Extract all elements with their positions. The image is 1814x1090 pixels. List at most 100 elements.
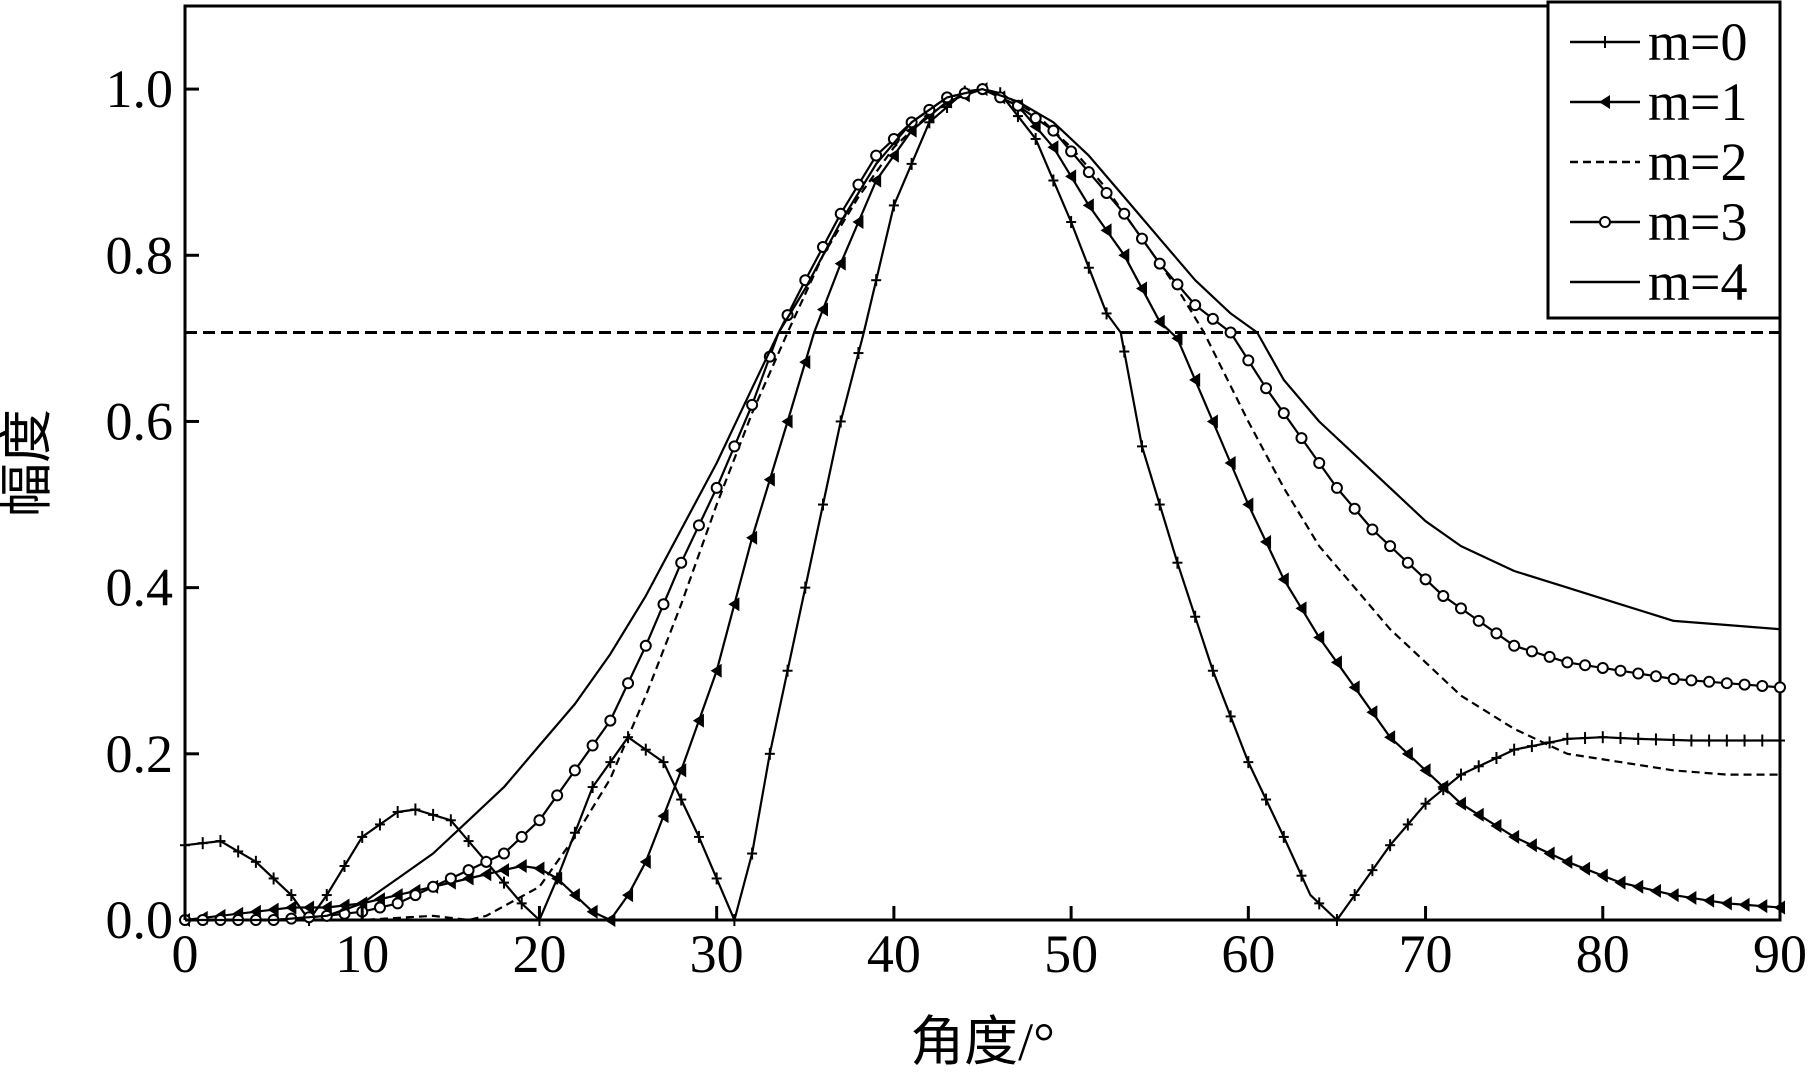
series-m0-marker: [587, 781, 598, 794]
series-m0-marker: [782, 664, 793, 677]
series-m1-marker: [604, 913, 616, 927]
series-m0-marker: [835, 415, 846, 428]
series-m0-marker: [906, 157, 917, 170]
series-m1-marker: [1720, 896, 1732, 911]
series-m3-marker: [657, 598, 670, 611]
series-m3-marker: [728, 440, 741, 453]
x-axis-label: 角度/°: [910, 1012, 1055, 1072]
series-m3-marker: [1649, 670, 1662, 683]
x-tick-label: 40: [867, 924, 921, 984]
series-m0-marker: [286, 889, 297, 902]
x-tick-label: 20: [512, 924, 566, 984]
series-m1-marker: [1756, 899, 1768, 914]
series-m1-marker: [710, 663, 722, 678]
series-m3-marker: [462, 864, 475, 877]
series-m0-marker: [1243, 756, 1254, 769]
series-m0-marker: [1402, 818, 1413, 831]
series-m3-marker: [1508, 639, 1521, 652]
legend-item: m=4: [1570, 252, 1747, 312]
series-m1-marker: [781, 414, 793, 429]
series-m0-marker: [1739, 734, 1750, 747]
series-m3-marker: [1472, 614, 1485, 627]
series-m1-marker: [533, 861, 545, 876]
series-m0-marker: [1580, 732, 1591, 745]
series-m1-marker: [1419, 763, 1431, 778]
series-m1-marker: [586, 904, 598, 919]
series-m0-marker: [1385, 839, 1396, 852]
series-m3-marker: [1774, 681, 1786, 694]
legend-label: m=0: [1648, 12, 1747, 72]
series-m0-marker: [1012, 110, 1023, 123]
series-m1-marker: [1136, 281, 1147, 296]
series-m1-marker: [1348, 680, 1360, 695]
series-m1-marker: [1437, 780, 1449, 795]
series-m1-marker: [1330, 655, 1342, 670]
x-tick-label: 60: [1221, 924, 1275, 984]
series-m1-marker: [675, 763, 687, 778]
series-m0-marker: [1473, 760, 1484, 773]
series-m0-marker: [197, 837, 208, 850]
y-tick-label: 1.0: [106, 59, 174, 119]
series-m0-marker: [516, 897, 527, 910]
series-m0-marker: [1597, 731, 1608, 744]
series-m0-marker: [729, 914, 740, 926]
legend: m=0m=1m=2m=3m=4: [1546, 0, 1782, 320]
y-axis-label: 幅度: [0, 409, 57, 517]
series-m0-marker: [888, 199, 899, 212]
series-m3-marker: [515, 830, 528, 843]
series-m0-marker: [1225, 710, 1236, 723]
series-m1-marker: [1313, 630, 1325, 645]
legend-item: m=2: [1570, 132, 1747, 192]
series-m0-marker: [818, 498, 828, 511]
series-m3-marker: [1366, 523, 1379, 536]
legend-item: m=3: [1570, 192, 1747, 252]
legend-marker: [1599, 95, 1610, 109]
series-m0-marker: [1650, 733, 1661, 746]
series-m1-marker: [285, 900, 297, 915]
series-m3-marker: [480, 855, 493, 868]
series-m1-marker: [1579, 861, 1591, 876]
series-m3-marker: [586, 739, 599, 752]
x-tick-label: 90: [1753, 924, 1807, 984]
legend-label: m=1: [1648, 72, 1747, 132]
series-m0-marker: [1668, 733, 1679, 746]
series-m0-marker: [1615, 732, 1626, 745]
series-m3-marker: [1419, 573, 1432, 586]
series-m3-marker: [1153, 257, 1166, 270]
series-m1-marker: [1384, 730, 1396, 745]
series-m1-marker: [1632, 879, 1644, 894]
series-m0-marker: [871, 274, 882, 287]
series-m0-marker: [853, 347, 864, 360]
series-m0-marker: [180, 839, 190, 852]
series-m1-marker: [834, 256, 846, 271]
legend-box: [1546, 0, 1782, 320]
series-m1-marker: [1224, 456, 1236, 470]
series-m0-marker: [1261, 793, 1272, 806]
series-m1-marker: [1543, 846, 1555, 861]
series-m1-marker: [1065, 169, 1077, 184]
series-m4: [185, 88, 1781, 922]
series-m0-marker: [1686, 734, 1697, 747]
series-m1-marker: [267, 902, 279, 917]
series-m0-marker: [1119, 345, 1130, 358]
series-m3-marker: [1277, 407, 1290, 420]
x-tick-label: 70: [1399, 924, 1453, 984]
series-m0-marker: [1509, 743, 1520, 756]
series-m0-marker: [1207, 664, 1218, 677]
series-m3-marker: [1543, 650, 1556, 663]
series-m0-marker: [1190, 610, 1201, 623]
series-m0-marker: [1030, 132, 1041, 145]
series-m0-marker: [605, 756, 616, 769]
series-m1-marker: [639, 854, 651, 869]
series-m0-marker: [1704, 734, 1715, 747]
series-m1-marker: [657, 809, 669, 824]
series-m3-marker: [427, 880, 440, 893]
series-m4-line: [185, 88, 1781, 922]
series-m1-marker: [817, 302, 828, 317]
series-m1-marker: [1153, 314, 1165, 329]
series-m1-marker: [1472, 807, 1484, 822]
series-m3-marker: [373, 901, 386, 914]
series-m0-marker: [1101, 307, 1112, 320]
series-m0-marker: [215, 835, 226, 848]
